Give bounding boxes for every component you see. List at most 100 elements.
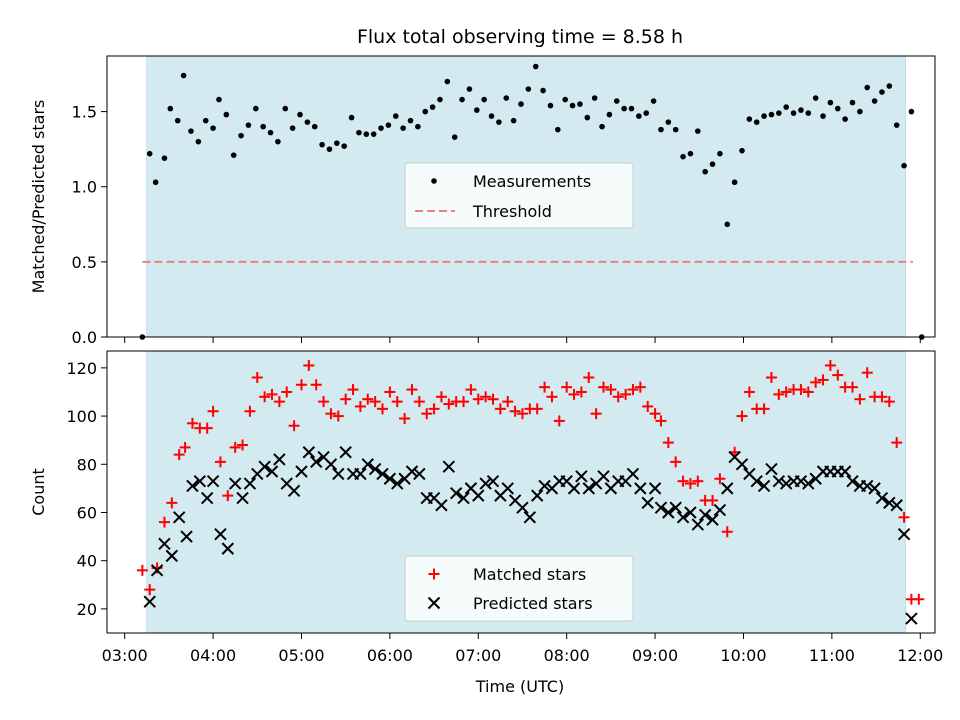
- matched-star-point: [605, 384, 617, 396]
- measurement-point: [731, 179, 738, 186]
- y-tick-label: 1.5: [72, 103, 97, 122]
- predicted-star-point: [479, 477, 492, 490]
- predicted-star-point: [662, 506, 675, 519]
- measurement-point: [260, 123, 266, 130]
- measurement-point: [180, 72, 187, 79]
- predicted-star-point: [457, 491, 470, 505]
- predicted-star-point: [861, 479, 874, 493]
- legend-threshold-label: Threshold: [472, 202, 552, 221]
- predicted-star-point: [626, 467, 640, 481]
- measurement-point: [311, 123, 318, 130]
- matched-star-point: [494, 403, 506, 415]
- count-panel: 20 40 60 80 100 120 Count 03:00 04:00 05:00 06:00 0…: [29, 350, 943, 665]
- matched-star-point: [913, 593, 925, 605]
- measurement-point: [879, 89, 885, 95]
- matched-star-point: [773, 388, 785, 400]
- predicted-star-point: [538, 479, 551, 493]
- legend-predicted-marker: [427, 596, 441, 610]
- matched-star-point: [325, 408, 337, 420]
- measurement-point: [385, 122, 392, 128]
- measurement-point: [613, 98, 620, 104]
- matched-star-point: [465, 384, 477, 396]
- measurement-point: [488, 113, 495, 119]
- measurement-point: [481, 96, 487, 103]
- measurement-point: [532, 63, 539, 70]
- measurement-point: [827, 99, 834, 106]
- measurement-point: [289, 125, 296, 131]
- matched-star-point: [391, 396, 403, 408]
- y-tick-label: 0.5: [72, 253, 97, 272]
- matched-star-point: [332, 410, 344, 422]
- measurement-point: [216, 96, 222, 103]
- measurement-point: [672, 126, 679, 133]
- measurement-point: [636, 113, 642, 119]
- measurement-point: [834, 105, 841, 112]
- matched-star-point: [144, 584, 156, 596]
- matched-star-point: [539, 381, 551, 393]
- measurement-point: [356, 129, 362, 136]
- measurement-point: [606, 111, 613, 118]
- measurement-point: [849, 99, 856, 106]
- predicted-star-point: [684, 506, 697, 519]
- measurement-point: [152, 179, 159, 186]
- measurement-point: [146, 150, 153, 157]
- matched-star-point: [802, 386, 814, 398]
- measurement-point: [167, 105, 174, 112]
- predicted-star-point: [302, 446, 316, 459]
- predicted-star-point: [287, 484, 301, 498]
- predicted-star-point: [472, 489, 485, 502]
- predicted-star-point: [383, 472, 397, 485]
- matched-star-point: [303, 359, 315, 371]
- measurement-point: [253, 105, 259, 112]
- predicted-star-point: [200, 491, 214, 505]
- legend-box: [404, 555, 634, 622]
- predicted-star-point: [172, 511, 186, 524]
- matched-star-point: [186, 417, 198, 429]
- predicted-star-point: [575, 470, 588, 483]
- matched-star-point: [568, 388, 580, 400]
- predicted-star-point: [868, 482, 881, 495]
- predicted-star-point: [516, 501, 529, 514]
- matched-star-point: [318, 396, 330, 408]
- matched-star-point: [413, 396, 425, 408]
- matched-star-point: [502, 396, 514, 408]
- x-tick-label: 04:00: [190, 646, 236, 665]
- matched-star-point: [472, 393, 484, 405]
- matched-star-point: [259, 391, 271, 403]
- measurement-point: [451, 134, 458, 140]
- predicted-star-point: [143, 595, 156, 608]
- y-tick-label: 80: [77, 455, 97, 474]
- matched-star-point: [377, 403, 389, 415]
- measurement-point: [776, 110, 782, 116]
- predicted-star-point: [158, 537, 171, 551]
- measurement-point: [510, 117, 517, 124]
- predicted-star-point: [772, 474, 786, 488]
- predicted-star-point: [361, 458, 374, 471]
- matched-star-point: [369, 396, 381, 408]
- x-tick-label: 12:00: [897, 646, 943, 665]
- y-tick-label: 0.0: [72, 328, 97, 347]
- predicted-star-point: [641, 496, 654, 510]
- measurement-point: [820, 113, 826, 119]
- predicted-star-point: [750, 474, 763, 488]
- measurement-point: [474, 107, 480, 113]
- measurement-point: [768, 111, 775, 118]
- measurement-point: [195, 138, 202, 145]
- matched-star-point: [824, 359, 836, 371]
- predicted-star-point: [846, 474, 859, 488]
- matched-star-point: [384, 386, 396, 398]
- measurement-point: [680, 153, 686, 160]
- matched-star-point: [670, 456, 682, 468]
- measurement-point: [422, 108, 429, 115]
- measurement-point: [429, 104, 436, 110]
- measurement-point: [687, 150, 694, 157]
- measurement-point: [871, 98, 878, 104]
- predicted-star-point: [449, 486, 463, 500]
- measurement-point: [459, 96, 465, 103]
- y-axis-label: Count: [29, 468, 48, 516]
- predicted-star-point: [354, 467, 367, 481]
- predicted-star-point: [221, 542, 235, 555]
- predicted-star-point: [376, 467, 389, 481]
- matched-star-point: [288, 420, 300, 432]
- matched-star-point: [553, 415, 565, 427]
